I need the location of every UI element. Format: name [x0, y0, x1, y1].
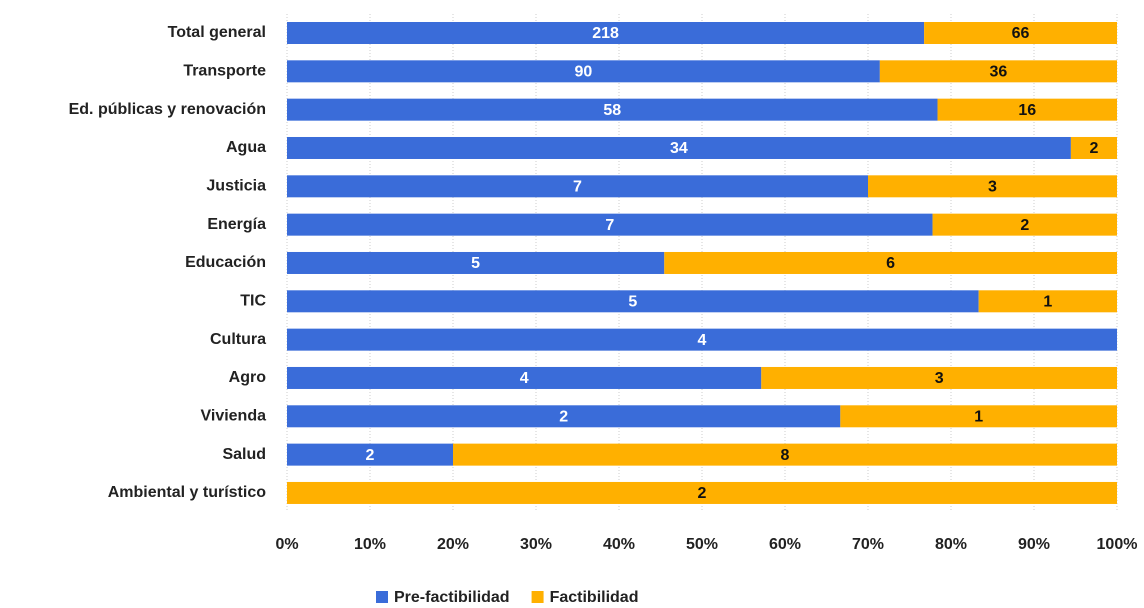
data-label: 3: [935, 370, 944, 387]
data-label: 2: [366, 447, 375, 464]
bar-segment: [664, 251, 1117, 274]
x-tick-label: 40%: [603, 536, 635, 553]
legend-swatch: [376, 591, 388, 603]
data-label: 2: [559, 409, 568, 426]
x-tick-label: 60%: [769, 536, 801, 553]
data-label: 16: [1018, 102, 1036, 119]
bar-segment: [287, 22, 925, 44]
y-tick-label: Ambiental y turístico: [108, 484, 266, 501]
data-label: 2: [698, 485, 707, 502]
data-label: 58: [603, 102, 621, 119]
y-tick-label: Agro: [229, 369, 267, 386]
bar-segment: [287, 366, 762, 389]
bar-segment: [453, 443, 1117, 466]
bar-segment: [287, 405, 841, 428]
data-label: 3: [988, 179, 997, 196]
data-label: 7: [573, 179, 582, 196]
y-tick-label: Salud: [222, 446, 266, 463]
bar-segment: [287, 328, 1117, 351]
data-label: 6: [886, 255, 895, 272]
legend-label: Pre-factibilidad: [394, 589, 510, 606]
data-label: 2: [1089, 140, 1098, 157]
y-tick-label: Transporte: [183, 63, 266, 80]
data-label: 90: [575, 64, 593, 81]
x-tick-label: 90%: [1018, 536, 1050, 553]
legend-label: Factibilidad: [550, 589, 639, 606]
bar-segment: [287, 136, 1071, 159]
x-tick-label: 30%: [520, 536, 552, 553]
x-tick-label: 50%: [686, 536, 718, 553]
y-tick-label: Justicia: [206, 178, 266, 195]
x-tick-label: 0%: [275, 536, 298, 553]
bar-segment: [287, 481, 1117, 504]
bar-segment: [287, 175, 868, 198]
x-tick-label: 80%: [935, 536, 967, 553]
bar-segment: [287, 251, 665, 274]
data-label: 8: [781, 447, 790, 464]
x-tick-label: 10%: [354, 536, 386, 553]
data-label: 34: [670, 140, 688, 157]
bar-segment: [879, 60, 1117, 83]
bar-segment: [932, 213, 1117, 236]
data-label: 1: [1043, 294, 1052, 311]
bar-segment: [1070, 136, 1117, 159]
data-label: 218: [592, 25, 619, 42]
data-label: 7: [605, 217, 614, 234]
legend-swatch: [531, 591, 544, 603]
bar-segment: [840, 405, 1117, 428]
bar-segment: [287, 98, 938, 121]
x-tick-label: 100%: [1097, 536, 1138, 553]
bar-segment: [937, 98, 1117, 121]
y-tick-label: Ed. públicas y renovación: [69, 101, 266, 118]
y-tick-label: Cultura: [210, 331, 266, 348]
data-label: 36: [990, 64, 1008, 81]
bar-segment: [287, 60, 880, 83]
y-tick-label: Vivienda: [200, 408, 266, 425]
bar-segment: [287, 213, 933, 236]
data-label: 66: [1012, 25, 1030, 42]
y-tick-label: TIC: [240, 293, 266, 310]
bar-segment: [287, 290, 979, 313]
bar-segment: [868, 175, 1117, 198]
data-label: 2: [1020, 217, 1029, 234]
x-tick-label: 20%: [437, 536, 469, 553]
data-label: 4: [520, 370, 529, 387]
y-tick-label: Energía: [207, 216, 266, 233]
bar-segment: [761, 366, 1117, 389]
data-label: 1: [974, 409, 983, 426]
y-tick-label: Educación: [185, 254, 266, 271]
y-tick-label: Agua: [226, 139, 266, 156]
data-label: 5: [628, 294, 637, 311]
bar-segment: [978, 290, 1117, 313]
bar-segment: [924, 22, 1117, 44]
y-tick-label: Total general: [168, 24, 266, 41]
data-label: 5: [471, 255, 480, 272]
x-tick-label: 70%: [852, 536, 884, 553]
bar-segment: [287, 443, 453, 466]
data-label: 4: [698, 332, 707, 349]
